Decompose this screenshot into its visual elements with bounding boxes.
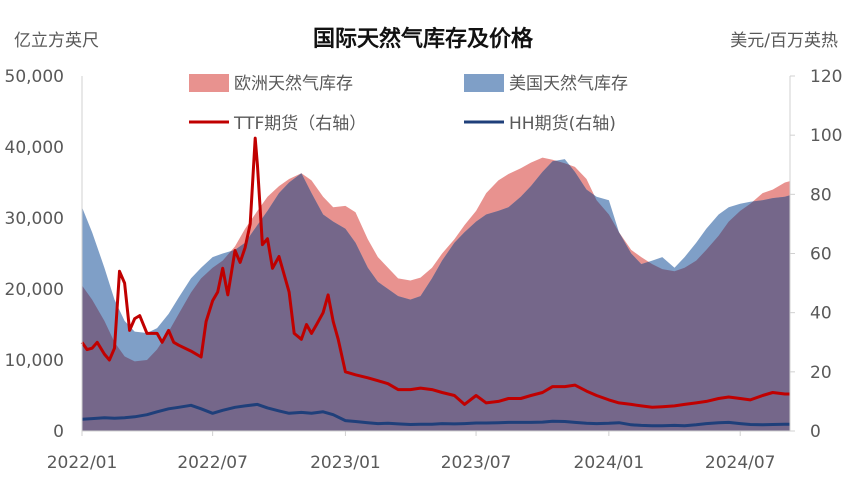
legend-label-ttf: TTF期货（右轴） [233, 114, 366, 134]
left-axis-unit: 亿立方英尺 [14, 31, 99, 51]
legend-label-us-storage: 美国天然气库存 [509, 74, 628, 94]
right-tick-label: 80 [810, 185, 832, 205]
right-tick-label: 120 [810, 67, 842, 87]
series-storage-overlap-area [82, 159, 790, 431]
legend-label-hh: HH期货(右轴) [509, 114, 616, 134]
left-tick-label: 30,000 [5, 209, 64, 229]
right-tick-label: 60 [810, 245, 832, 265]
left-tick-label: 50,000 [5, 67, 64, 87]
plot-areas [82, 157, 790, 431]
legend: 欧洲天然气库存 美国天然气库存 TTF期货（右轴） HH期货(右轴) [189, 74, 628, 134]
series-ttf-line [80, 136, 790, 409]
x-tick-label: 2024/01 [574, 453, 645, 473]
chart-title: 国际天然气库存及价格 [313, 26, 534, 52]
right-tick-label: 40 [810, 304, 832, 324]
legend-swatch-us-storage [464, 74, 504, 92]
axes: 0 10,000 20,000 30,000 40,000 50,000 0 20 40 60 80… [5, 67, 843, 473]
plot-lines [80, 136, 790, 428]
x-tick-label: 2022/01 [47, 453, 118, 473]
legend-label-eu-storage: 欧洲天然气库存 [234, 74, 353, 94]
x-tick-label: 2022/07 [177, 453, 248, 473]
x-tick-label: 2023/07 [441, 453, 512, 473]
right-tick-label: 100 [810, 126, 842, 146]
left-tick-label: 20,000 [5, 280, 64, 300]
right-tick-label: 0 [810, 422, 821, 442]
series-hh-line [81, 402, 790, 428]
left-tick-label: 0 [53, 422, 64, 442]
right-tick-label: 20 [810, 363, 832, 383]
left-tick-label: 10,000 [5, 351, 64, 371]
right-axis-unit: 美元/百万英热 [730, 31, 838, 51]
left-tick-label: 40,000 [5, 138, 64, 158]
legend-swatch-eu-storage [189, 74, 229, 92]
x-tick-label: 2024/07 [705, 453, 776, 473]
x-tick-label: 2023/01 [310, 453, 381, 473]
